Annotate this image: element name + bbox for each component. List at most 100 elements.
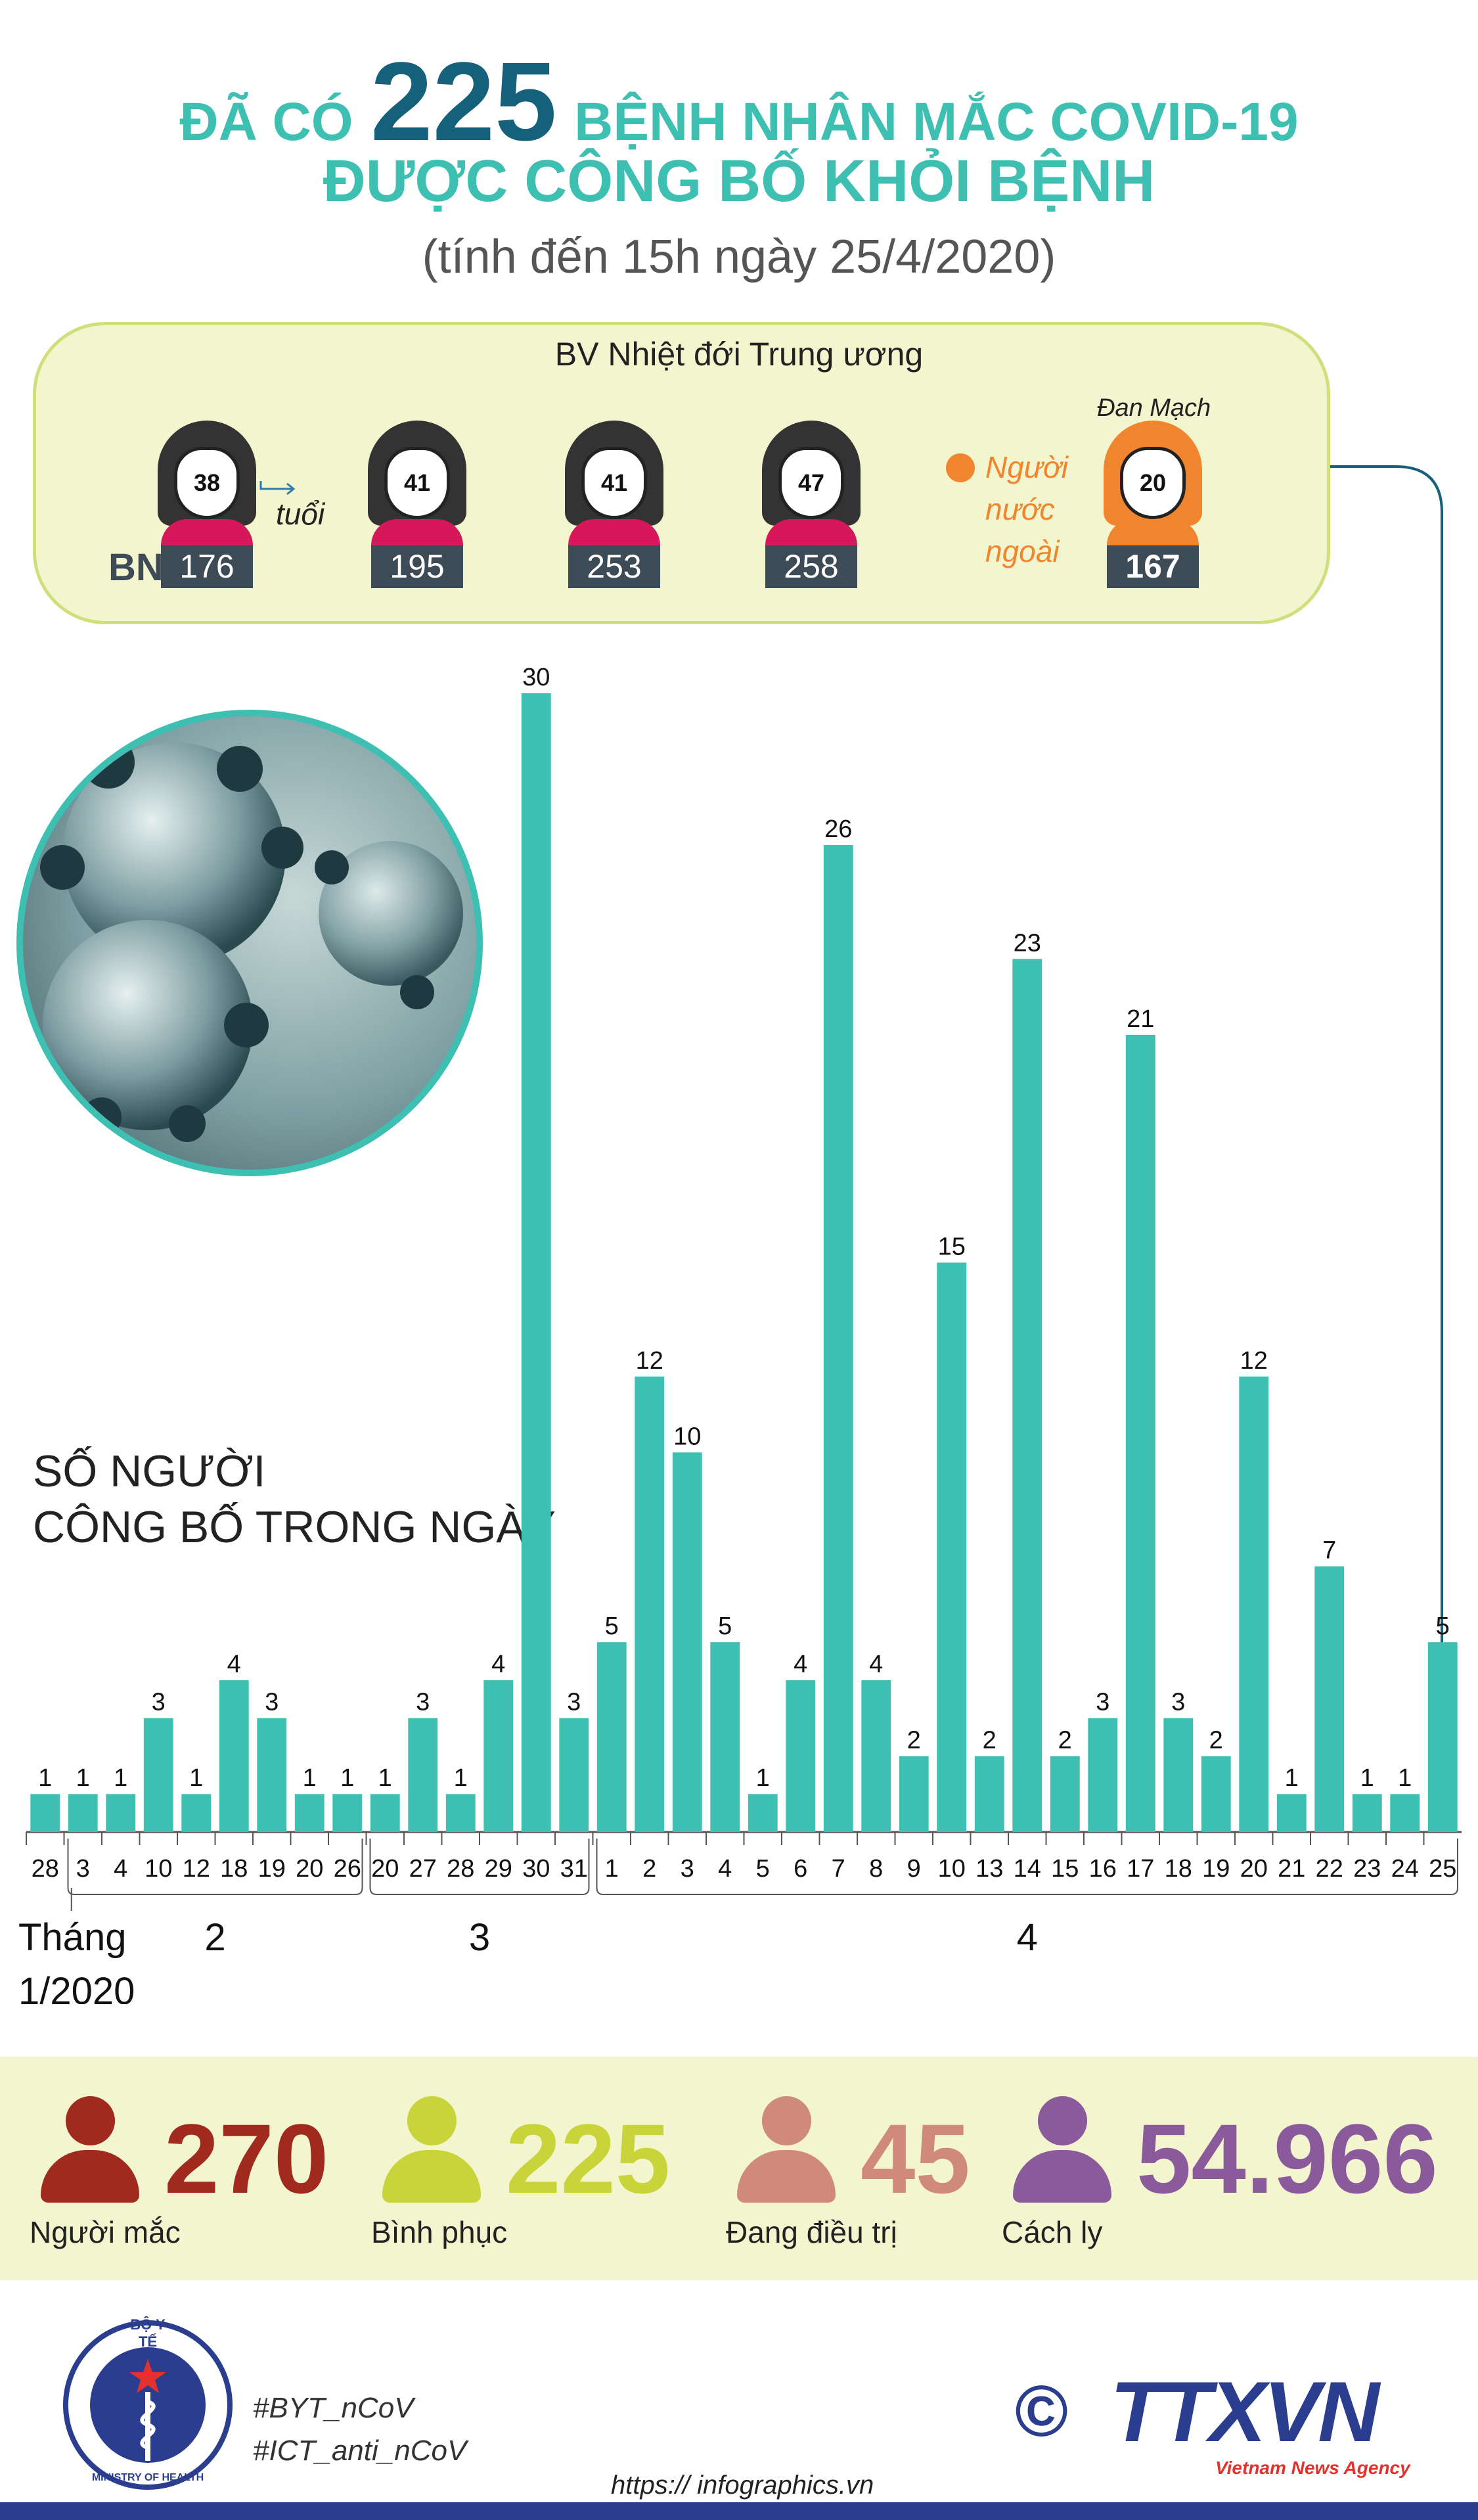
age-label: tuổi (276, 497, 325, 531)
bar-value-label: 3 (416, 1689, 430, 1716)
bar-value-label: 21 (1127, 1005, 1154, 1033)
month-label: 2 (204, 1916, 225, 1959)
x-tick-label: 28 (447, 1855, 474, 1883)
bar (974, 1756, 1004, 1832)
x-tick-label: 19 (1202, 1855, 1230, 1883)
bar-value-label: 5 (718, 1613, 732, 1640)
foreigner-label-3: ngoài (985, 534, 1060, 568)
agency-logo: TTXVN (1110, 2364, 1379, 2460)
bar-value-label: 1 (1285, 1764, 1299, 1792)
bar (937, 1262, 967, 1832)
bar (1012, 959, 1042, 1832)
bar (559, 1718, 589, 1832)
bar-value-label: 4 (794, 1651, 807, 1678)
person-icon (66, 2096, 115, 2145)
bar (748, 1794, 778, 1832)
x-tick-label: 18 (1165, 1855, 1192, 1883)
bar-value-label: 1 (76, 1764, 90, 1792)
bar-value-label: 4 (491, 1651, 505, 1678)
x-tick-label: 7 (832, 1855, 845, 1883)
bar (823, 845, 853, 1832)
bar-value-label: 7 (1322, 1537, 1336, 1565)
bar-value-label: 4 (869, 1651, 883, 1678)
foreigner-label-1: Người (985, 450, 1068, 484)
subtitle: (tính đến 15h ngày 25/4/2020) (422, 231, 1056, 283)
stat-label: Người mắc (30, 2215, 181, 2249)
bar-value-label: 3 (1171, 1689, 1185, 1716)
bar-value-label: 5 (1436, 1613, 1450, 1640)
chart-label-2: CÔNG BỐ TRONG NGÀY (33, 1502, 556, 1552)
bar-value-label: 3 (265, 1689, 279, 1716)
foreign-patient-age: 20 (1120, 447, 1186, 519)
x-tick-label: 17 (1127, 1855, 1154, 1883)
x-tick-label: 4 (114, 1855, 127, 1883)
bar-value-label: 15 (938, 1233, 966, 1261)
patient-age: 38 (174, 447, 240, 519)
patient-age: 41 (384, 447, 450, 519)
x-tick-label: 3 (681, 1855, 694, 1883)
x-tick-label: 23 (1353, 1855, 1381, 1883)
copyright-icon: © (1015, 2371, 1069, 2452)
bar-value-label: 1 (38, 1764, 52, 1792)
ministry-top: BỘ Y TẾ (130, 2316, 166, 2350)
bar (1201, 1756, 1231, 1832)
hashtag-1[interactable]: #BYT_nCoV (253, 2392, 414, 2424)
title-pre: ĐÃ CÓ (179, 92, 353, 152)
stat-label: Đang điều trị (726, 2215, 897, 2249)
x-tick-label: 14 (1014, 1855, 1041, 1883)
bar (1390, 1794, 1420, 1832)
month-label: 3 (469, 1916, 490, 1959)
month-label: Tháng (18, 1916, 126, 1959)
x-tick-label: 31 (560, 1855, 588, 1883)
x-tick-label: 12 (183, 1855, 210, 1883)
stat-value: 225 (506, 2103, 671, 2214)
x-tick-label: 6 (794, 1855, 807, 1883)
x-tick-label: 5 (756, 1855, 770, 1883)
bar (899, 1756, 929, 1832)
bar (181, 1794, 212, 1832)
title-number: 225 (370, 39, 557, 164)
patient-card: 41 253 (565, 421, 663, 591)
month-label-year: 1/2020 (18, 1970, 135, 2004)
bar (1427, 1642, 1458, 1832)
bar (672, 1452, 702, 1832)
x-tick-label: 28 (32, 1855, 59, 1883)
bar-value-label: 26 (824, 815, 852, 843)
bar-value-label: 2 (1209, 1726, 1223, 1754)
foreign-patient: 20 167 (1104, 421, 1202, 591)
bar-value-label: 2 (1058, 1726, 1072, 1754)
x-tick-label: 20 (1240, 1855, 1268, 1883)
bar (257, 1718, 287, 1832)
bar-value-label: 1 (756, 1764, 770, 1792)
bar-value-label: 4 (227, 1651, 241, 1678)
patient-age: 41 (581, 447, 647, 519)
stat-label: Bình phục (371, 2215, 508, 2249)
hashtag-2[interactable]: #ICT_anti_nCoV (253, 2435, 467, 2467)
foreigner-label-2: nước (985, 492, 1055, 526)
bar (1352, 1794, 1382, 1832)
bar (1088, 1718, 1118, 1832)
bar (445, 1794, 476, 1832)
bar (483, 1680, 514, 1832)
ministry-logo (62, 2320, 233, 2490)
foreign-patient-id: 167 (1107, 545, 1199, 588)
footer-url[interactable]: https:// infographics.vn (604, 2471, 881, 2500)
x-tick-label: 1 (605, 1855, 619, 1883)
chart-label-1: SỐ NGƯỜI (33, 1446, 266, 1496)
bar-value-label: 1 (114, 1764, 127, 1792)
connector-line (1330, 465, 1443, 1754)
bar-value-label: 5 (605, 1613, 619, 1640)
patient-id: 258 (765, 545, 857, 588)
bar-value-label: 2 (907, 1726, 921, 1754)
x-tick-label: 10 (938, 1855, 966, 1883)
x-tick-label: 9 (907, 1855, 921, 1883)
bar-value-label: 1 (303, 1764, 317, 1792)
x-tick-label: 4 (718, 1855, 732, 1883)
x-tick-label: 19 (258, 1855, 286, 1883)
bar (710, 1642, 740, 1832)
bar-value-label: 1 (1360, 1764, 1374, 1792)
bar-value-label: 1 (378, 1764, 392, 1792)
ministry-bottom: MINISTRY OF HEALTH (91, 2472, 204, 2483)
x-tick-label: 20 (296, 1855, 323, 1883)
x-tick-label: 16 (1089, 1855, 1117, 1883)
